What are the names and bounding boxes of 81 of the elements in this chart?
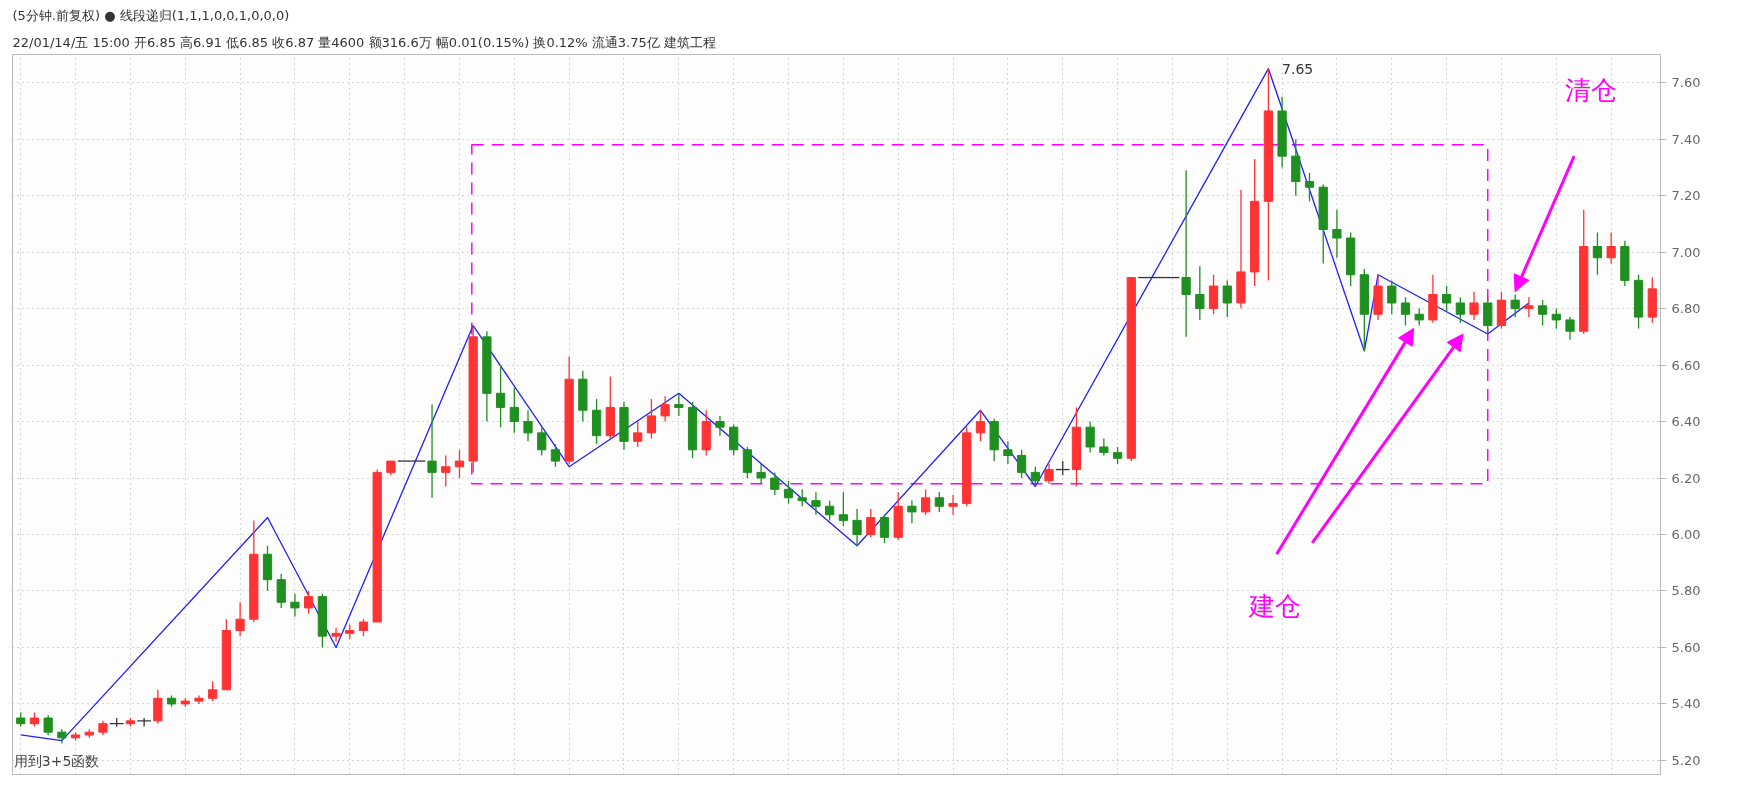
candlestick [783, 480, 794, 505]
candlestick [633, 420, 643, 448]
chart-title: (5分钟.前复权) ● 线段递归(1,1,1,0,0,1,0,0,0) [12, 7, 290, 23]
candlestick [921, 488, 931, 516]
candlestick [441, 454, 451, 488]
candlestick [1483, 296, 1493, 335]
y-tick-label: 6.20 [1671, 470, 1701, 486]
candlestick [934, 491, 944, 513]
candlestick [1181, 169, 1191, 338]
candlestick [1222, 279, 1232, 318]
y-tick-label: 6.80 [1671, 301, 1701, 317]
candlestick [907, 499, 917, 524]
candlestick [1537, 299, 1548, 327]
candlestick [304, 590, 314, 615]
y-tick-label: 5.80 [1671, 583, 1701, 599]
y-tick-label: 5.40 [1671, 696, 1701, 712]
y-tick-label: 5.60 [1671, 639, 1701, 655]
candlestick [975, 409, 986, 442]
candlestick [495, 364, 506, 428]
candlestick [1044, 463, 1054, 485]
candlestick [427, 403, 437, 499]
candlestick [1387, 279, 1397, 315]
candlestick [1442, 285, 1452, 313]
candlestick [1332, 209, 1342, 259]
candlestick [742, 446, 752, 479]
candlestick [550, 443, 561, 468]
candlestick [1455, 296, 1465, 324]
candlestick [674, 392, 684, 417]
candlestick [276, 573, 286, 609]
candlestick [43, 714, 53, 736]
candlestick [825, 499, 835, 522]
candlestick [153, 689, 163, 725]
chart-subtitle: 22/01/14/五 15:00 开6.85 高6.91 低6.85 收6.87 量4600 额316.6万 幅0.01(0.15%) 换0.12% 流通3.75亿 建筑工程 [12, 34, 716, 50]
candlestick [235, 601, 245, 637]
candlestick [948, 494, 958, 516]
candlestick [646, 398, 657, 440]
candlestick [756, 463, 766, 485]
candlestick [454, 449, 465, 479]
candlestick [1606, 231, 1616, 265]
y-tick-label: 6.40 [1671, 414, 1701, 430]
y-tick-label: 7.20 [1671, 188, 1701, 204]
candlestick [1510, 293, 1520, 318]
candlestick [523, 409, 533, 442]
candlestick [509, 387, 519, 434]
candlestick [290, 593, 300, 618]
candlestick [660, 395, 670, 423]
y-tick-label: 5.20 [1671, 752, 1701, 768]
y-tick-label: 6.00 [1671, 527, 1701, 542]
candlestick [1085, 420, 1095, 454]
candlestick [866, 508, 876, 538]
y-tick-label: 7.40 [1671, 131, 1701, 147]
candlestick [1208, 274, 1219, 315]
candlestick [194, 694, 204, 705]
candlestick [1469, 291, 1479, 321]
candlestick [1195, 265, 1205, 321]
candlestick [715, 415, 725, 437]
candlestick [1304, 172, 1315, 202]
candlestick [1400, 296, 1411, 327]
candlestick [1016, 449, 1027, 479]
candlestick [1565, 316, 1575, 341]
candlestick [1592, 231, 1603, 276]
candlestick [729, 423, 739, 457]
annotation: 7.65 [1282, 60, 1314, 77]
y-tick-label: 6.60 [1671, 357, 1701, 373]
candlestick [838, 491, 848, 527]
candlestick [852, 508, 862, 547]
candlestick [537, 426, 547, 457]
annotation: 用到3+5函数 [13, 752, 100, 769]
candlestick [811, 491, 821, 516]
candlestick [1551, 307, 1561, 330]
annotation: 清仓 [1564, 75, 1617, 106]
candlestick [770, 471, 780, 496]
y-tick-label: 7.00 [1671, 244, 1701, 260]
y-tick-label: 7.60 [1671, 75, 1701, 91]
candlestick [1524, 296, 1534, 318]
annotation: 建仓 [1248, 590, 1302, 621]
candlestick [879, 514, 890, 544]
candlestick [1003, 440, 1013, 465]
candlestick [1030, 466, 1040, 488]
candlestick [208, 680, 218, 702]
candlestick [331, 627, 341, 643]
